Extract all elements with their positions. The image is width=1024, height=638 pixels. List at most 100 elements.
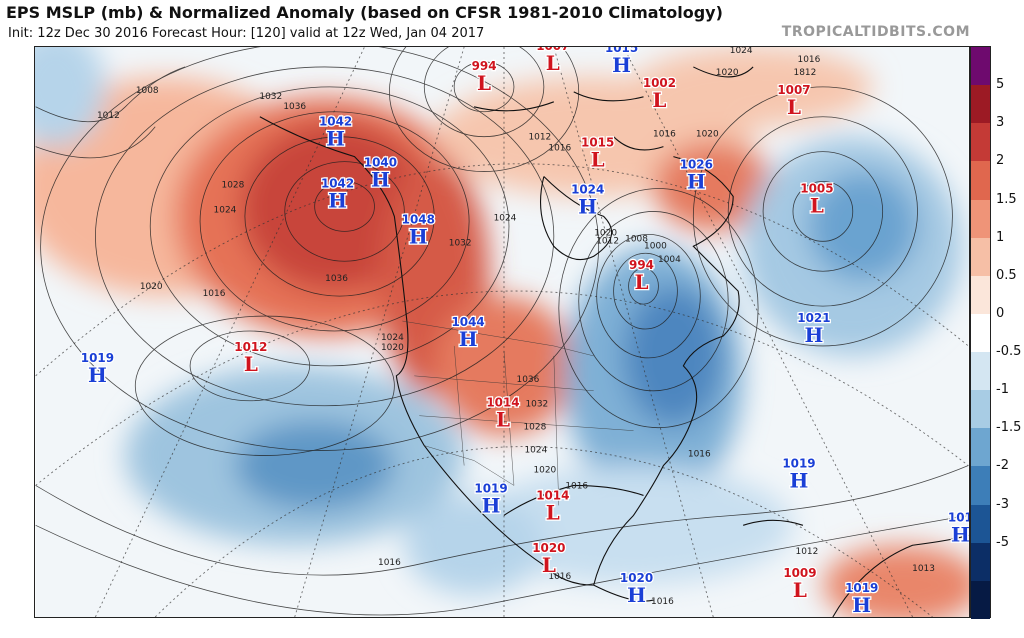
border-states-4: [414, 375, 594, 392]
colorbar-tick-label: -0.5: [996, 344, 1022, 360]
coast-arctic-islands: [473, 91, 664, 151]
isobar-high-pacific-4: [199, 111, 470, 332]
isobar-label: 1012: [97, 111, 120, 121]
isobar-low-ne-4: [578, 211, 729, 392]
positive-anomaly-labrador: [653, 141, 774, 232]
isobar-low-arctic-2: [423, 47, 545, 138]
low-marker: L: [546, 51, 560, 75]
coast-gulf-mexico: [503, 484, 644, 516]
colorbar-tick-label: -1: [996, 382, 1009, 398]
isobar-label: 1004: [658, 255, 681, 265]
pressure-value: 1015: [581, 136, 614, 150]
pressure-value: 1024: [571, 182, 604, 196]
pressure-value: 1040: [364, 156, 397, 170]
high-marker: H: [328, 188, 347, 212]
pressure-value: 1019: [81, 351, 114, 365]
pressure-value: 994: [629, 258, 654, 272]
colorbar: [970, 46, 991, 620]
latitude-line-3: [154, 446, 933, 617]
anomaly-map: 1008101210281024102010161032103610361032…: [34, 46, 970, 618]
colorbar-segment: [971, 428, 990, 467]
isobar-label: 1020: [696, 130, 719, 140]
low-marker: L: [542, 553, 556, 577]
isobar-label: 1020: [533, 466, 556, 476]
latitude-line-2: [35, 290, 969, 486]
isobar-low-pacific-2: [134, 315, 395, 456]
border-states-1: [453, 345, 465, 466]
isobar-low-arctic-3: [389, 47, 580, 172]
high-marker: H: [627, 583, 646, 607]
border-states-5: [419, 415, 634, 431]
isobar-high-pacific-2: [284, 161, 405, 262]
high-marker: H: [482, 493, 501, 517]
isobar-west-2: [35, 126, 156, 159]
graticule: [35, 47, 969, 617]
colorbar-segment: [971, 161, 990, 201]
pressure-value: 1019: [474, 481, 507, 495]
pressure-value: 1012: [234, 340, 267, 354]
meridian-1: [95, 47, 365, 617]
isobar-low-ne-2: [613, 252, 678, 330]
isobar-south-1: [35, 465, 969, 576]
border-us-canada: [402, 320, 594, 357]
negative-anomaly-ne-us-core: [623, 286, 724, 426]
colorbar-segment: [971, 275, 990, 315]
high-marker: H: [371, 168, 390, 192]
isobar-label: 1024: [730, 46, 753, 56]
negative-anomaly-mexico: [404, 495, 544, 596]
colorbar-segment: [971, 85, 990, 124]
colorbar-tick-label: -2: [996, 458, 1009, 474]
high-marker: H: [852, 593, 871, 617]
high-marker: H: [578, 194, 597, 218]
isobar-label: 1016: [548, 572, 571, 582]
anomaly-shading: [35, 47, 969, 617]
pressure-value: 1044: [452, 315, 485, 329]
isobar-low-atl-3: [727, 116, 918, 307]
high-marker: H: [951, 522, 970, 546]
isobar-label: 1016: [651, 597, 674, 607]
pressure-value: 1021: [797, 311, 830, 325]
colorbar-tick-label: 0.5: [996, 267, 1017, 283]
isobar-label: 1028: [523, 423, 546, 433]
meridian-5: [623, 47, 913, 617]
colorbar-segment: [971, 542, 990, 582]
pressure-value: 1005: [800, 181, 833, 195]
isobar-label: 1024: [494, 213, 517, 223]
isobar-label: 1008: [136, 86, 159, 96]
isobar-label: 1032: [525, 400, 548, 410]
high-marker: H: [612, 53, 631, 77]
state-borders: [402, 320, 634, 506]
source-credit: TROPICALTIDBITS.COM: [781, 24, 970, 40]
low-marker: L: [787, 95, 801, 119]
colorbar-segment: [971, 199, 990, 239]
colorbar-segment: [971, 390, 990, 429]
isobar-label: 1020: [381, 343, 404, 353]
isobar-label: 1036: [283, 102, 306, 112]
positive-anomaly-atlantic: [633, 47, 873, 127]
high-marker: H: [88, 363, 107, 387]
isobar-label: 1016: [688, 450, 711, 460]
coast-north-america-east: [593, 156, 740, 586]
colorbar-segment: [971, 237, 990, 277]
colorbar-tick-label: 1.5: [996, 191, 1017, 207]
colorbar-tick-label: 2: [996, 153, 1005, 169]
isobar-label: 1016: [653, 130, 676, 140]
isobar-south-2: [35, 514, 969, 616]
isobar-low-atl-4: [692, 86, 953, 347]
high-marker: H: [326, 127, 345, 151]
coast-hudson-bay: [539, 176, 613, 261]
isobar-labels: 1008101210281024102010161032103610361032…: [97, 46, 935, 607]
pressure-value: 1007: [536, 46, 569, 53]
isobar-label: 1016: [565, 481, 588, 491]
